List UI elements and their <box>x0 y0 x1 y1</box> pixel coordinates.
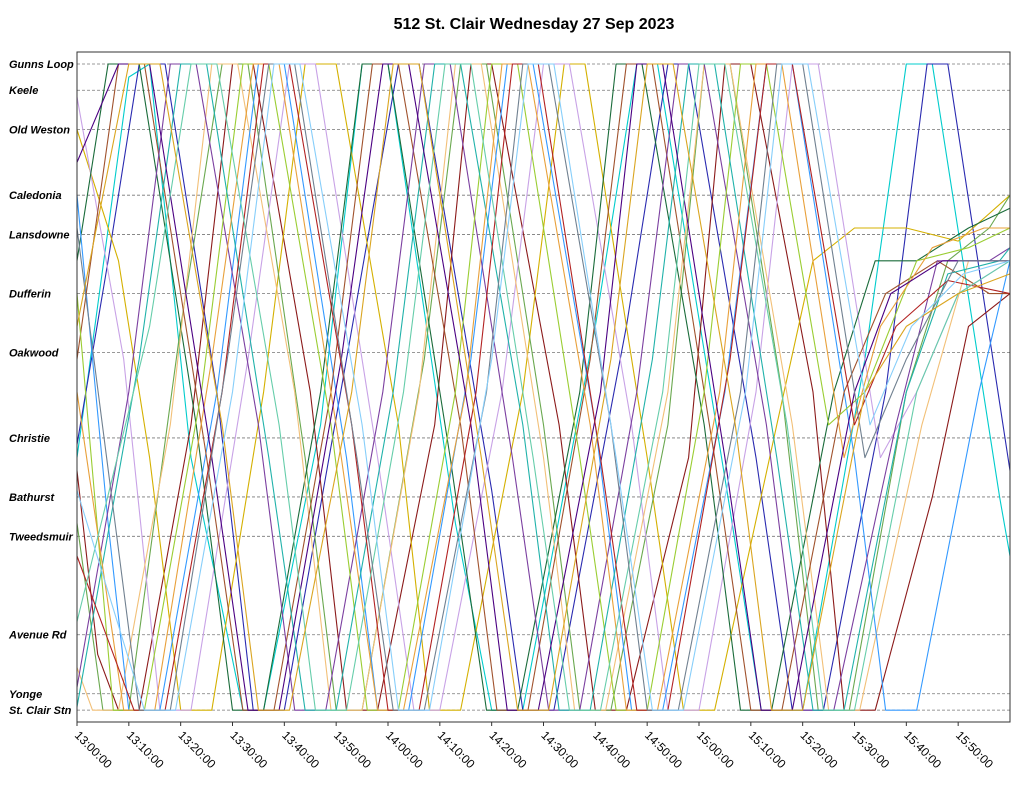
stop-label: Christie <box>9 433 50 445</box>
stop-label: Lansdowne <box>9 230 70 242</box>
x-tick-label: 14:40:00 <box>590 728 633 771</box>
stop-label: Yonge <box>9 689 42 701</box>
stop-label: Keele <box>9 85 38 97</box>
time-tick-labels: 13:00:00 13:10:00 13:20:00 13:30:00 13:40:00… <box>72 722 996 771</box>
x-tick-label: 14:30:00 <box>538 728 581 771</box>
trip-lines <box>76 63 1011 711</box>
x-tick-label: 14:50:00 <box>642 728 685 771</box>
x-tick-label: 15:00:00 <box>694 728 737 771</box>
x-tick-label: 15:10:00 <box>746 728 789 771</box>
x-tick-label: 13:50:00 <box>331 728 374 771</box>
stop-label: Oakwood <box>9 348 59 360</box>
stop-labels: Gunns Loop Keele Old Weston Caledonia Lansdo… <box>8 59 74 717</box>
stop-label: Caledonia <box>9 190 62 202</box>
stop-label: St. Clair Stn <box>9 705 72 717</box>
chart-title: 512 St. Clair Wednesday 27 Sep 2023 <box>393 16 675 33</box>
stop-label: Bathurst <box>9 492 56 504</box>
stop-label: Gunns Loop <box>9 59 74 71</box>
x-tick-label: 15:40:00 <box>901 728 944 771</box>
stop-label: Tweedsmuir <box>9 531 73 543</box>
x-tick-label: 13:20:00 <box>176 728 219 771</box>
trip-line-16 <box>76 63 1011 711</box>
trip-line-17 <box>76 63 1011 711</box>
x-tick-label: 14:00:00 <box>383 728 426 771</box>
stop-label: Old Weston <box>9 125 70 137</box>
x-tick-label: 15:20:00 <box>798 728 841 771</box>
trip-line-13 <box>76 63 1011 711</box>
x-tick-label: 14:10:00 <box>435 728 478 771</box>
x-tick-label: 14:20:00 <box>487 728 530 771</box>
x-tick-label: 15:50:00 <box>953 728 996 771</box>
x-tick-label: 13:10:00 <box>124 728 167 771</box>
x-tick-label: 13:30:00 <box>227 728 270 771</box>
x-tick-label: 13:00:00 <box>72 728 115 771</box>
x-tick-label: 15:30:00 <box>849 728 892 771</box>
stop-label: Dufferin <box>9 289 51 301</box>
x-tick-label: 13:40:00 <box>279 728 322 771</box>
stop-label: Avenue Rd <box>8 630 67 642</box>
trip-line-19 <box>76 63 1011 711</box>
trip-line-20 <box>76 63 1011 711</box>
